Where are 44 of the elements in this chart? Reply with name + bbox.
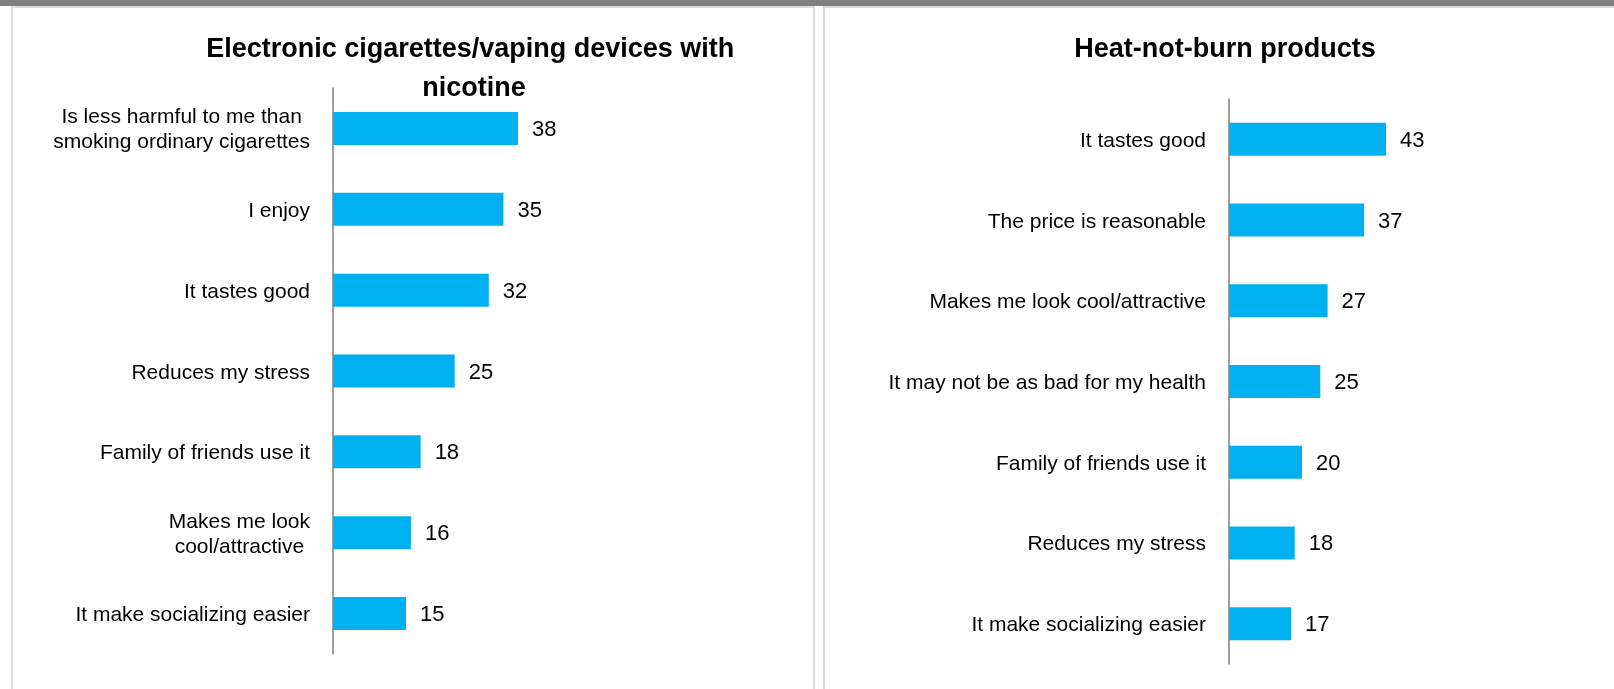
data-label: 20 [1316, 449, 1341, 475]
data-label: 38 [532, 115, 557, 141]
y-tick-label: Reduces my stress [131, 359, 311, 383]
data-label: 18 [1308, 530, 1334, 556]
bar [333, 435, 421, 469]
bar [333, 516, 411, 550]
y-tick-label: Makes me look cool/attractive [168, 508, 311, 557]
data-label: 16 [424, 520, 450, 546]
y-tick-label: It tastes good [1079, 127, 1207, 151]
bar [333, 273, 489, 307]
y-tick-label: I enjoy [248, 197, 311, 221]
data-label: 25 [1334, 369, 1359, 394]
data-label: 25 [468, 358, 494, 384]
data-label: 32 [502, 277, 528, 303]
y-tick-label: It make socializing easier [971, 612, 1207, 636]
bar [1229, 365, 1321, 398]
bar [333, 111, 518, 145]
y-tick-label: Family of friends use it [99, 440, 311, 464]
chart-title: Heat-not-burn products [1074, 32, 1376, 63]
data-label: 15 [420, 601, 445, 627]
bar [1229, 203, 1365, 237]
bar [333, 192, 504, 226]
bar [333, 354, 455, 388]
bar [1229, 607, 1292, 641]
data-label: 43 [1400, 126, 1425, 152]
data-label: 37 [1378, 207, 1403, 233]
bar [1229, 445, 1303, 479]
y-tick-label: The price is reasonable [987, 208, 1207, 232]
y-tick-label: Family of friends use it [995, 450, 1207, 474]
bar [333, 597, 407, 631]
data-label: 27 [1341, 288, 1367, 314]
y-tick-label: Reduces my stress [1027, 531, 1207, 555]
y-tick-label: It may not be as bad for my health [888, 370, 1207, 393]
data-label: 35 [517, 196, 542, 222]
data-label: 18 [434, 439, 460, 465]
y-tick-label: It make socializing easier [75, 602, 311, 626]
bar [1229, 122, 1386, 156]
y-tick-label: Is less harmful to me than smoking ordinary cigarettes [53, 104, 310, 153]
y-tick-label: Makes me look cool/attractive [929, 289, 1206, 313]
bar [1229, 526, 1295, 560]
y-tick-label: It tastes good [183, 278, 311, 302]
data-label: 17 [1305, 611, 1330, 637]
chart-title: Electronic cigarettes/vaping devices with nicotine [206, 32, 742, 102]
bar [1229, 284, 1328, 318]
